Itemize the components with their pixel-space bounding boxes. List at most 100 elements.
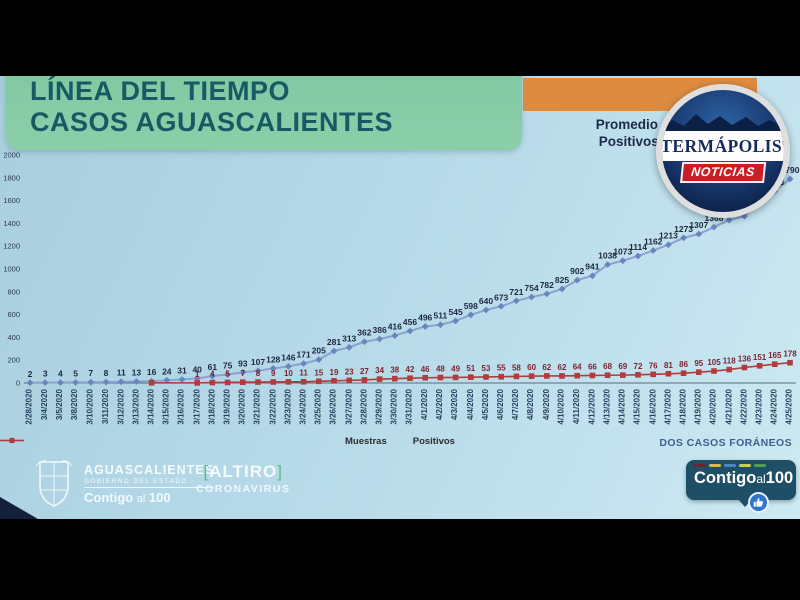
- data-label: 75: [223, 360, 233, 370]
- data-label: 9: [271, 369, 276, 378]
- data-label: 42: [406, 365, 415, 374]
- contigo-bubble: Contigoal100: [686, 460, 796, 507]
- positivos-point: [483, 374, 489, 380]
- positivos-point: [346, 377, 352, 384]
- data-label: 15: [314, 368, 323, 377]
- y-axis-tick: 2000: [3, 151, 20, 160]
- positivos-point: [574, 372, 580, 379]
- data-label: 4: [210, 370, 215, 379]
- altiro-title: [ALTIRO]: [203, 462, 283, 481]
- positivos-point: [559, 373, 565, 379]
- muestras-point: [133, 378, 140, 385]
- dash: [709, 464, 721, 467]
- data-label: 902: [570, 266, 584, 276]
- data-label: 1273: [674, 224, 693, 234]
- muestras-point: [467, 311, 475, 319]
- muestras-point: [330, 347, 338, 355]
- data-label: 1073: [613, 247, 632, 257]
- timeline-chart: 0 200 400 600 800 1000 1200 1400 1600 1800 2000 2 3 4…: [0, 150, 800, 462]
- data-label: 76: [649, 361, 658, 370]
- x-axis-date: 4/19/2020: [693, 389, 703, 425]
- data-label: 511: [434, 311, 448, 321]
- promedio-annotation: Promedio d Positivos 4: [430, 116, 670, 150]
- data-label: 165: [768, 351, 782, 360]
- dash: [724, 464, 736, 467]
- data-label: 1038: [598, 251, 617, 261]
- data-label: 38: [390, 366, 399, 375]
- positivos-point: [407, 375, 413, 382]
- positivos-point: [635, 371, 641, 378]
- muestras-line: [29, 178, 791, 384]
- footer-logos: AGUASCALIENTES GOBIERNO DEL ESTADO Conti…: [0, 458, 800, 518]
- positivos-point: [194, 380, 200, 386]
- data-label: 13: [132, 368, 142, 378]
- positivos-point: [711, 368, 717, 374]
- promedio-line1: Promedio d: [595, 117, 670, 132]
- data-label: 53: [482, 364, 491, 373]
- positivos-point: [680, 370, 687, 376]
- y-axis-tick: 400: [7, 333, 20, 342]
- positivos-point: [240, 379, 246, 386]
- noticias-label: NOTICIAS: [690, 165, 756, 179]
- x-axis-date: 4/25/2020: [785, 389, 794, 425]
- gov-subtitle: GOBIERNO DEL ESTADO: [84, 478, 214, 488]
- data-label: 2: [28, 369, 33, 379]
- data-label: 68: [603, 362, 612, 371]
- data-label: 69: [618, 362, 627, 371]
- dash: [694, 464, 706, 467]
- x-axis-date: 3/20/2020: [237, 389, 247, 425]
- x-axis-date: 3/22/2020: [268, 389, 278, 425]
- x-axis-date: 4/20/2020: [709, 389, 718, 425]
- letterbox-top: [0, 0, 800, 76]
- muestras-point: [558, 285, 566, 293]
- x-axis-date: 4/18/2020: [678, 389, 688, 425]
- noticias-badge: NOTICIAS: [680, 162, 766, 183]
- data-label: 95: [694, 359, 703, 368]
- data-label: 136: [738, 354, 752, 363]
- data-label: 673: [494, 292, 508, 302]
- positivos-point: [285, 379, 292, 385]
- data-label: 1368: [705, 213, 724, 223]
- x-axis-date: 4/23/2020: [754, 389, 764, 425]
- x-axis-date: 3/25/2020: [313, 389, 323, 425]
- muestras-point: [710, 223, 718, 231]
- positivos-point: [741, 364, 748, 371]
- positivos-point: [589, 372, 596, 379]
- positivos-point: [726, 366, 732, 373]
- x-axis-date: 4/4/2020: [465, 389, 475, 421]
- x-axis-date: 4/17/2020: [663, 389, 673, 425]
- legend-label: Positivos: [412, 436, 455, 447]
- muestras-point: [452, 317, 459, 325]
- data-label: 58: [512, 363, 521, 372]
- muestras-point: [513, 297, 520, 305]
- x-axis-date: 4/11/2020: [572, 389, 582, 425]
- data-label: 61: [208, 362, 218, 372]
- termapolis-news-logo: TERMÁPOLIS® NOTICIAS: [656, 84, 790, 218]
- data-label: 4: [58, 369, 63, 379]
- positivos-point: [544, 373, 550, 379]
- data-label: 62: [542, 363, 551, 372]
- positivos-point: [422, 374, 428, 381]
- positivos-point: [316, 378, 322, 385]
- data-label: 55: [497, 364, 506, 373]
- data-label: 11: [117, 368, 126, 378]
- promedio-line2: Positivos 4: [598, 134, 670, 149]
- data-label: 3: [43, 369, 48, 379]
- muestras-point: [102, 378, 110, 386]
- data-label: 64: [573, 363, 582, 372]
- x-axis-date: 3/10/2020: [85, 389, 95, 425]
- dash: [739, 464, 751, 467]
- x-axis-date: 4/14/2020: [617, 389, 627, 425]
- data-label: 118: [723, 357, 736, 366]
- data-label: 171: [297, 350, 311, 360]
- x-axis-date: 3/23/2020: [283, 389, 293, 425]
- positivos-point: [300, 378, 307, 385]
- muestras-point: [72, 379, 79, 386]
- y-axis-tick: 1400: [3, 219, 20, 228]
- x-axis-date: 4/8/2020: [526, 389, 536, 421]
- muestras-point: [573, 276, 581, 284]
- positivos-point: [331, 378, 337, 384]
- muestras-point: [497, 302, 505, 310]
- x-axis-date: 3/13/2020: [131, 389, 141, 425]
